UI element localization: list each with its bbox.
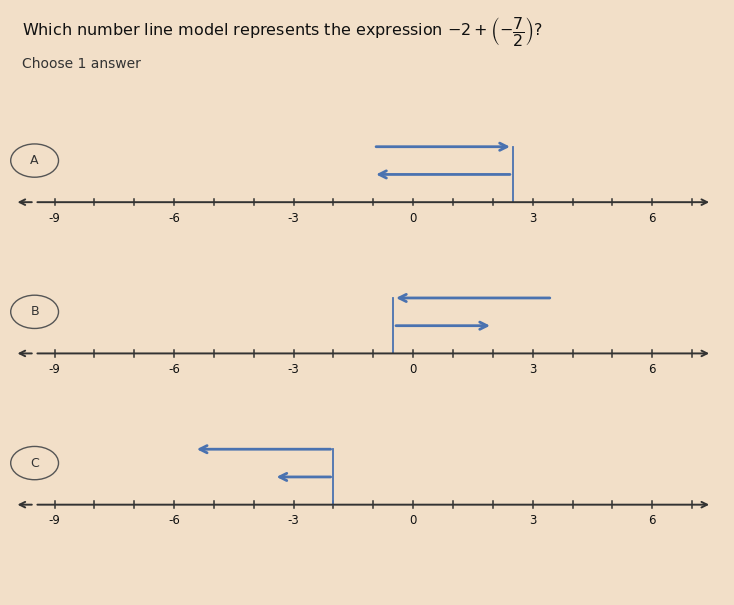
Text: Choose 1 answer: Choose 1 answer	[22, 57, 141, 71]
Text: A: A	[30, 154, 39, 167]
Text: -9: -9	[48, 212, 60, 225]
Text: 3: 3	[529, 363, 537, 376]
Text: -3: -3	[288, 212, 299, 225]
Text: -6: -6	[168, 212, 180, 225]
Text: 3: 3	[529, 514, 537, 528]
Text: -6: -6	[168, 363, 180, 376]
Text: 3: 3	[529, 212, 537, 225]
Text: -3: -3	[288, 363, 299, 376]
Text: 6: 6	[648, 514, 656, 528]
Text: B: B	[30, 306, 39, 318]
Text: -6: -6	[168, 514, 180, 528]
Text: -9: -9	[48, 363, 60, 376]
Text: 0: 0	[410, 363, 417, 376]
Text: 0: 0	[410, 514, 417, 528]
Text: 0: 0	[410, 212, 417, 225]
Text: C: C	[30, 457, 39, 469]
Text: -3: -3	[288, 514, 299, 528]
Text: Which number line model represents the expression $-2 + \left(-\dfrac{7}{2}\righ: Which number line model represents the e…	[22, 15, 543, 48]
Text: 6: 6	[648, 363, 656, 376]
Text: 6: 6	[648, 212, 656, 225]
Text: -9: -9	[48, 514, 60, 528]
